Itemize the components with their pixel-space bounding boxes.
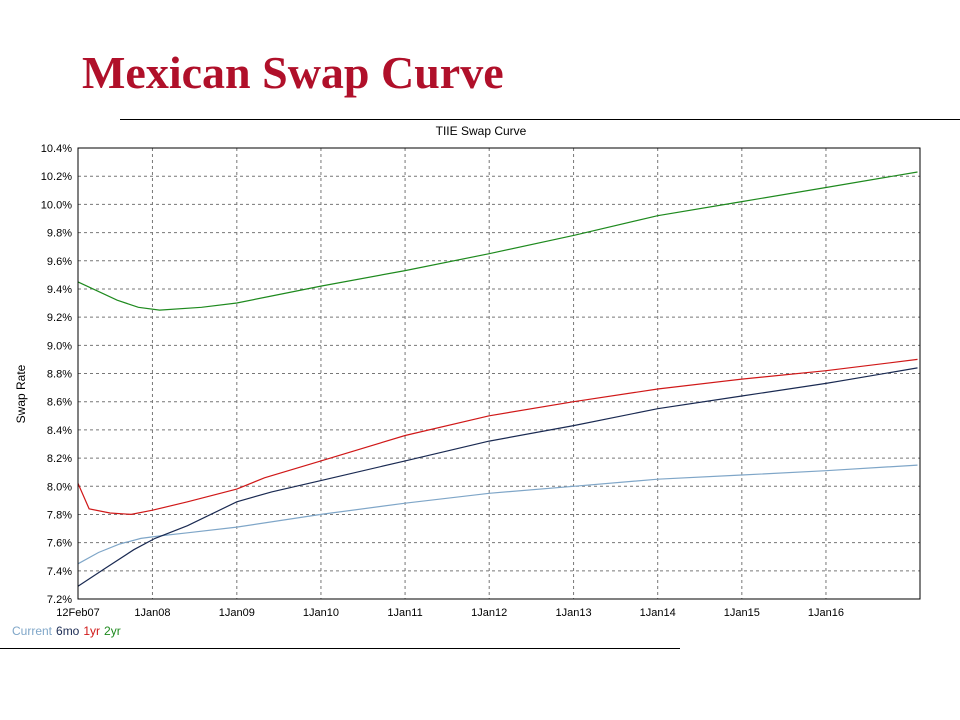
x-tick-label: 1Jan16	[808, 607, 844, 619]
y-tick-label: 9.8%	[47, 228, 72, 240]
y-tick-label: 7.4%	[47, 566, 72, 578]
legend-entry-1yr: 1yr	[83, 624, 101, 638]
x-tick-label: 1Jan13	[556, 607, 592, 619]
x-tick-label: 1Jan15	[724, 607, 760, 619]
series-line-2yr	[77, 171, 918, 311]
x-tick-label: 12Feb07	[56, 607, 99, 619]
y-tick-label: 10.4%	[41, 143, 72, 155]
y-tick-label: 7.8%	[47, 509, 72, 521]
x-tick-label: 1Jan08	[134, 607, 170, 619]
series-lines	[77, 171, 918, 587]
series-line-6mo	[77, 367, 918, 587]
x-tick-label: 1Jan12	[471, 607, 507, 619]
legend-entry-6mo: 6mo	[56, 624, 80, 638]
slide-title: Mexican Swap Curve	[82, 47, 504, 98]
series-line-1yr	[77, 358, 918, 516]
y-tick-label: 9.4%	[47, 284, 72, 296]
y-tick-label: 9.6%	[47, 256, 72, 268]
chart-legend: Current 6mo 1yr 2yr	[12, 624, 125, 638]
x-tick-label: 1Jan14	[640, 607, 676, 619]
plot-frame	[77, 147, 921, 600]
y-tick-label: 8.0%	[47, 481, 72, 493]
y-axis-label: Swap Rate	[14, 364, 28, 423]
series-line-current	[77, 464, 918, 565]
bottom-divider	[0, 648, 680, 649]
legend-entry-2yr: 2yr	[104, 624, 121, 638]
grid-lines	[78, 148, 920, 599]
y-tick-label: 10.0%	[41, 199, 72, 211]
x-tick-labels: 12Feb07 1Jan08 1Jan09 1Jan10 1Jan11 1Jan12 1Ja…	[56, 607, 844, 619]
title-divider	[120, 119, 960, 120]
y-tick-labels: 7.2% 7.4% 7.6% 7.8% 8.0% 8.2% 8.4% 8.6% 8.8% 9.0%…	[41, 143, 72, 606]
x-tick-label: 1Jan11	[387, 607, 422, 619]
y-tick-label: 8.4%	[47, 425, 72, 437]
y-tick-label: 8.2%	[47, 453, 72, 465]
chart-title: TIIE Swap Curve	[436, 124, 527, 138]
swap-curve-chart: TIIE Swap Curve Swap Rate 7.2%7.4%7.6%7.…	[14, 124, 921, 619]
y-tick-label: 8.6%	[47, 397, 72, 409]
y-tick-label: 7.6%	[47, 538, 72, 550]
x-tick-label: 1Jan10	[303, 607, 339, 619]
x-tick-label: 1Jan09	[219, 607, 255, 619]
y-tick-label: 8.8%	[47, 369, 72, 381]
legend-entry-current: Current	[12, 624, 53, 638]
y-tick-label: 9.0%	[47, 340, 72, 352]
y-tick-label: 9.2%	[47, 312, 72, 324]
y-tick-label: 7.2%	[47, 594, 72, 606]
y-tick-label: 10.2%	[41, 171, 72, 183]
